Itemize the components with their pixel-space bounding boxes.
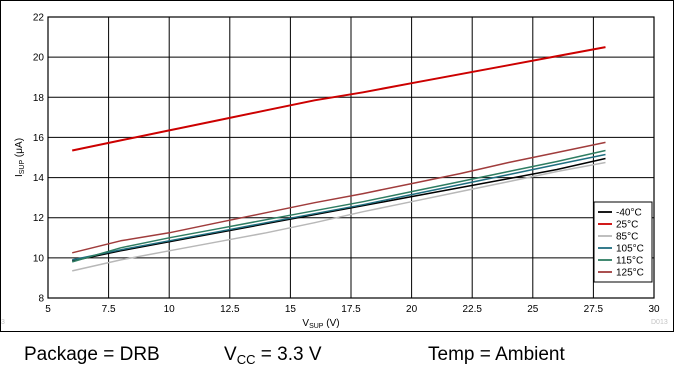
x-tick-label: 27.5 (584, 304, 604, 315)
y-tick-label: 16 (33, 133, 45, 144)
x-tick-label: 25 (527, 304, 539, 315)
y-tick-label: 14 (33, 173, 45, 184)
caption-package: Package = DRB (24, 344, 160, 365)
legend-label-1: 25°C (616, 220, 638, 231)
y-tick-label: 10 (33, 253, 45, 264)
series-line-3 (72, 153, 606, 261)
plot-area-border (47, 16, 655, 299)
x-tick-label: 15 (285, 304, 297, 315)
x-axis-label: VSUP (V) (302, 318, 339, 330)
caption-vcc: VCC = 3.3 V (224, 340, 322, 370)
x-tick-label: 12.5 (220, 304, 240, 315)
caption-temp: Temp = Ambient (428, 344, 565, 365)
legend-label-3: 105°C (616, 244, 644, 255)
x-tick-label: 17.5 (341, 304, 361, 315)
y-tick-label: 12 (33, 213, 45, 224)
series-line-4 (71, 149, 606, 263)
left-edge-mark: 3 (1, 319, 5, 326)
caption-vcc-value: = 3.3 V (255, 344, 322, 365)
legend-box (593, 201, 653, 283)
x-tick-label: 30 (648, 304, 660, 315)
line-chart: 5 7.5 10 12.5 15 17.5 20 22.5 25 27.5 30 8 10 12 14 16 1… (14, 13, 660, 331)
y-tick-label: 8 (38, 294, 44, 305)
legend-label-5: 125°C (616, 268, 644, 279)
caption-vcc-subscript: CC (236, 352, 256, 367)
legend-label-0: -40°C (616, 208, 642, 219)
x-tick-label: 22.5 (462, 304, 482, 315)
x-tick-label: 20 (406, 304, 418, 315)
caption-vcc-symbol: V (224, 344, 237, 365)
y-tick-label: 20 (33, 53, 45, 64)
series-line-0 (72, 157, 606, 262)
series-line-1 (71, 46, 606, 152)
x-tick-label: 5 (45, 304, 51, 315)
legend-label-4: 115°C (616, 256, 643, 267)
figure-watermark: D013 (651, 319, 668, 326)
x-tick-label: 7.5 (102, 304, 116, 315)
y-axis-label: ISUP (μA) (14, 138, 26, 177)
x-tick-label: 10 (164, 304, 176, 315)
series-line-2 (72, 161, 606, 272)
chart-frame (0, 0, 674, 332)
series-line-5 (72, 141, 606, 254)
y-tick-label: 22 (33, 13, 45, 24)
y-tick-label: 18 (33, 93, 45, 104)
legend-label-2: 85°C (616, 232, 638, 243)
